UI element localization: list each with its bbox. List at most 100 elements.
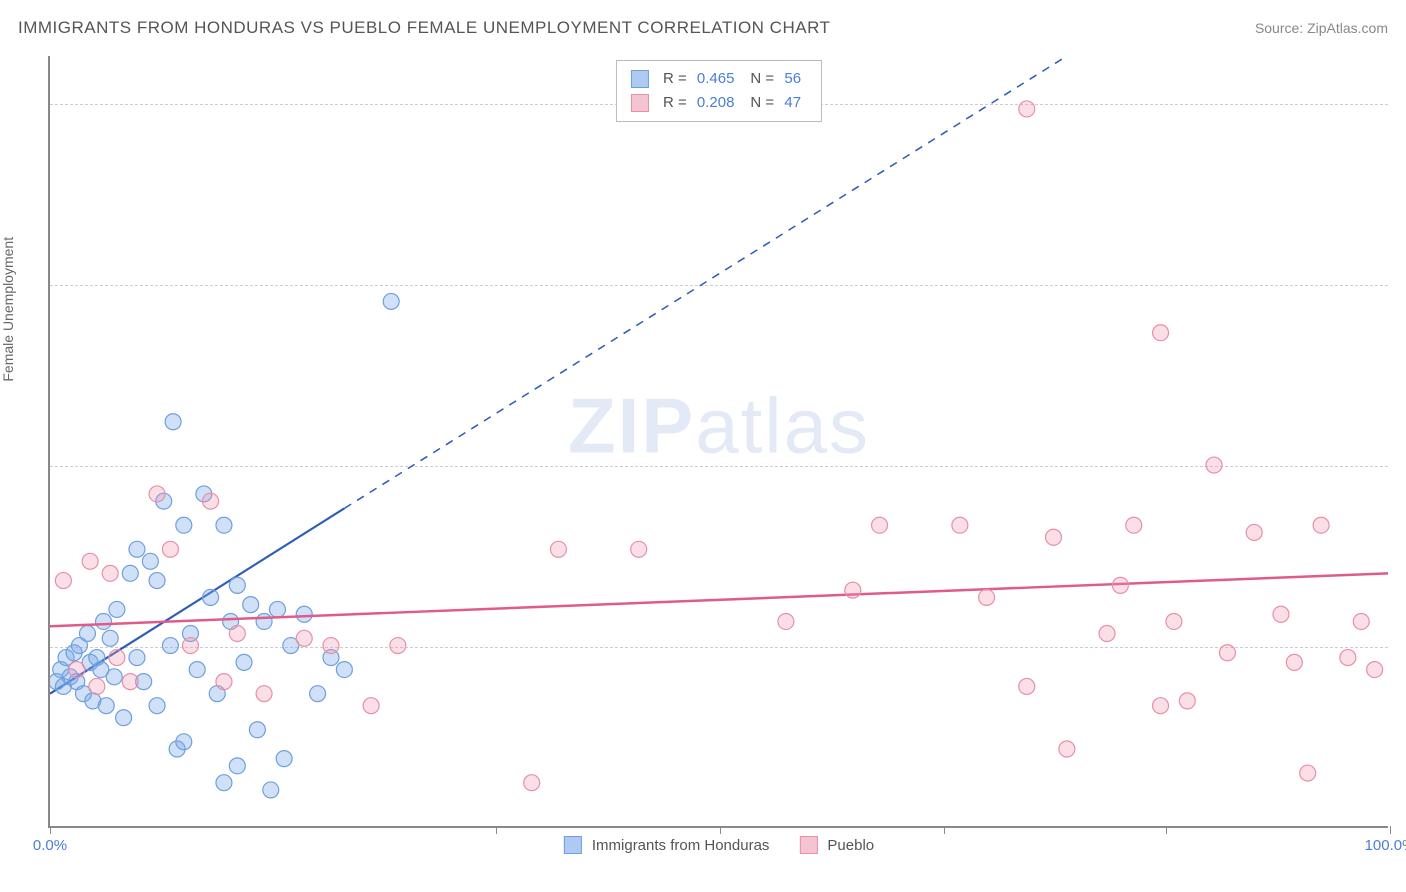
data-point [165, 414, 181, 430]
data-point [845, 582, 861, 598]
data-point [1246, 524, 1262, 540]
data-point [176, 734, 192, 750]
data-point [979, 589, 995, 605]
y-tick-label: 22.5% [1392, 277, 1406, 294]
data-point [229, 758, 245, 774]
data-point [256, 686, 272, 702]
data-point [1153, 325, 1169, 341]
data-point [216, 517, 232, 533]
data-point [122, 565, 138, 581]
x-tick [50, 826, 51, 834]
data-point [1286, 654, 1302, 670]
data-point [276, 751, 292, 767]
data-point [296, 606, 312, 622]
data-point [1166, 613, 1182, 629]
data-point [1219, 645, 1235, 661]
data-point [1353, 613, 1369, 629]
data-point [203, 589, 219, 605]
swatch-series-0-b [564, 836, 582, 854]
data-point [142, 553, 158, 569]
data-point [203, 493, 219, 509]
data-point [263, 782, 279, 798]
data-point [176, 517, 192, 533]
data-point [162, 541, 178, 557]
chart-title: IMMIGRANTS FROM HONDURAS VS PUEBLO FEMAL… [18, 18, 830, 38]
data-point [149, 486, 165, 502]
data-point [216, 674, 232, 690]
data-point [323, 638, 339, 654]
data-point [1179, 693, 1195, 709]
data-point [524, 775, 540, 791]
data-point [69, 662, 85, 678]
data-point [1112, 577, 1128, 593]
data-point [269, 601, 285, 617]
data-point [1046, 529, 1062, 545]
data-point [550, 541, 566, 557]
data-point [229, 626, 245, 642]
data-point [256, 613, 272, 629]
data-point [55, 573, 71, 589]
data-point [383, 293, 399, 309]
trend-line-dashed [344, 56, 1067, 508]
data-point [1206, 457, 1222, 473]
data-point [102, 565, 118, 581]
data-point [1313, 517, 1329, 533]
data-point [363, 698, 379, 714]
data-point [390, 638, 406, 654]
data-point [1019, 101, 1035, 117]
swatch-series-0 [631, 70, 649, 88]
swatch-series-1 [631, 94, 649, 112]
data-point [109, 650, 125, 666]
data-point [243, 597, 259, 613]
data-point [872, 517, 888, 533]
data-point [1300, 765, 1316, 781]
data-point [1153, 698, 1169, 714]
data-point [106, 669, 122, 685]
data-point [162, 638, 178, 654]
x-tick [1390, 826, 1391, 834]
data-point [229, 577, 245, 593]
swatch-series-1-b [799, 836, 817, 854]
data-point [1126, 517, 1142, 533]
data-point [122, 674, 138, 690]
data-point [1340, 650, 1356, 666]
data-point [336, 662, 352, 678]
data-point [296, 630, 312, 646]
data-point [102, 630, 118, 646]
legend-item-series-0: Immigrants from Honduras [564, 836, 770, 854]
data-point [189, 662, 205, 678]
x-tick-label: 0.0% [33, 837, 67, 854]
x-tick [944, 826, 945, 834]
data-point [216, 775, 232, 791]
legend-bottom: Immigrants from Honduras Pueblo [564, 836, 874, 854]
x-tick [720, 826, 721, 834]
legend-row-series-0: R = 0.465 N = 56 [631, 67, 807, 91]
data-point [1367, 662, 1383, 678]
data-point [129, 650, 145, 666]
legend-item-series-1: Pueblo [799, 836, 874, 854]
data-point [778, 613, 794, 629]
data-point [952, 517, 968, 533]
data-point [149, 573, 165, 589]
scatter-svg [50, 56, 1388, 826]
data-point [98, 698, 114, 714]
data-point [1019, 678, 1035, 694]
legend-row-series-1: R = 0.208 N = 47 [631, 91, 807, 115]
y-axis-label: Female Unemployment [0, 237, 16, 382]
y-tick-label: 7.5% [1392, 639, 1406, 656]
plot-area: ZIPatlas R = 0.465 N = 56 R = 0.208 N = … [48, 56, 1388, 828]
data-point [96, 613, 112, 629]
data-point [249, 722, 265, 738]
data-point [109, 601, 125, 617]
data-point [236, 654, 252, 670]
x-tick-label: 100.0% [1365, 837, 1406, 854]
x-tick [496, 826, 497, 834]
data-point [183, 638, 199, 654]
data-point [79, 626, 95, 642]
data-point [82, 553, 98, 569]
data-point [116, 710, 132, 726]
data-point [129, 541, 145, 557]
y-tick-label: 15.0% [1392, 458, 1406, 475]
legend-top: R = 0.465 N = 56 R = 0.208 N = 47 [616, 60, 822, 122]
y-tick-label: 30.0% [1392, 96, 1406, 113]
